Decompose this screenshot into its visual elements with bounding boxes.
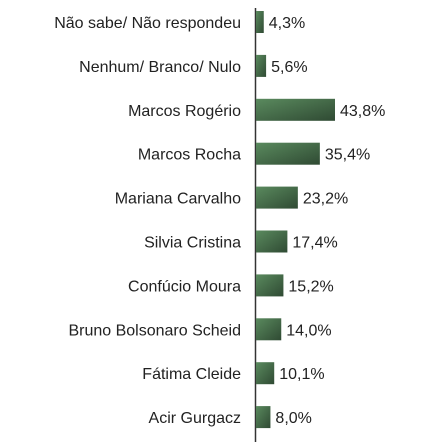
bar <box>256 186 298 209</box>
bar <box>256 54 267 77</box>
category-label: Confúcio Moura <box>128 278 241 295</box>
bars-layer <box>256 11 335 429</box>
category-label: Marcos Rocha <box>138 147 241 164</box>
category-label: Acir Gurgacz <box>149 410 241 427</box>
category-labels: Não sabe/ Não respondeu Nenhum/ Branco/ N… <box>54 15 241 427</box>
bar <box>256 142 320 165</box>
category-label: Marcos Rogério <box>128 103 241 120</box>
value-label: 43,8% <box>340 103 385 120</box>
category-label: Bruno Bolsonaro Scheid <box>68 322 241 339</box>
value-labels: 4,3% 5,6% 43,8% 35,4% 23,2% 17,4% 15,2% 14,0% 10… <box>269 15 386 427</box>
value-label: 8,0% <box>275 410 311 427</box>
value-label: 23,2% <box>303 191 348 208</box>
bar <box>256 318 282 341</box>
value-label: 5,6% <box>271 59 307 76</box>
value-label: 15,2% <box>288 278 333 295</box>
category-label: Silvia Cristina <box>144 235 241 252</box>
value-label: 17,4% <box>292 235 337 252</box>
category-label: Fátima Cleide <box>142 366 241 383</box>
bar <box>256 11 264 33</box>
bar <box>256 98 335 121</box>
category-label: Mariana Carvalho <box>115 191 241 208</box>
value-label: 14,0% <box>286 322 331 339</box>
value-label: 10,1% <box>279 366 324 383</box>
bar <box>256 230 288 253</box>
bar <box>256 406 271 429</box>
bar <box>256 274 284 297</box>
category-label: Nenhum/ Branco/ Nulo <box>79 59 241 76</box>
category-label: Não sabe/ Não respondeu <box>54 15 241 32</box>
value-label: 4,3% <box>269 15 305 32</box>
bar <box>256 362 275 385</box>
value-label: 35,4% <box>325 147 370 164</box>
